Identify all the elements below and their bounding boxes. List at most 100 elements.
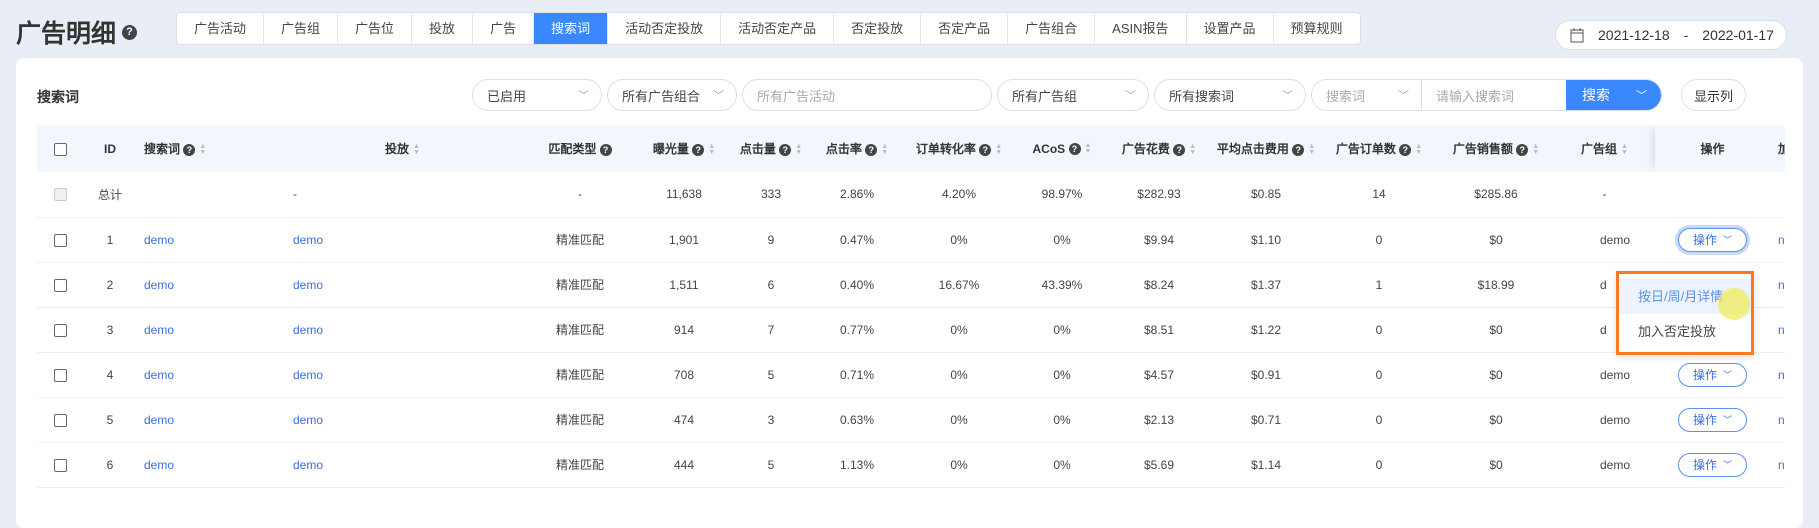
dropdown-item-0[interactable]: 按日/周/月详情 bbox=[1619, 279, 1751, 314]
header-ctr[interactable]: 点击率 ? ▲ ▼ bbox=[814, 125, 900, 172]
search-term-link[interactable]: demo bbox=[144, 457, 175, 472]
select-all-checkbox[interactable] bbox=[54, 142, 67, 156]
extra-link[interactable]: no bbox=[1778, 412, 1785, 427]
help-icon[interactable]: ? bbox=[1068, 143, 1081, 156]
row-checkbox[interactable] bbox=[54, 233, 67, 247]
status-select[interactable]: 已启用 ﹀ bbox=[472, 79, 602, 111]
extra-link[interactable]: no bbox=[1778, 457, 1785, 472]
targeting-link[interactable]: demo bbox=[293, 412, 324, 427]
targeting-link[interactable]: demo bbox=[293, 367, 324, 382]
help-icon[interactable]: ? bbox=[779, 143, 792, 156]
ad-group-select[interactable]: 所有广告组 ﹀ bbox=[997, 79, 1149, 111]
tab-2[interactable]: 广告位 bbox=[338, 13, 413, 44]
sort-icon[interactable]: ▲ ▼ bbox=[1084, 142, 1092, 156]
tab-8[interactable]: 否定投放 bbox=[834, 13, 922, 44]
targeting-link[interactable]: demo bbox=[293, 457, 324, 472]
actions-button[interactable]: 操作 ﹀ bbox=[1677, 407, 1748, 432]
help-icon[interactable]: ? bbox=[692, 143, 705, 156]
cell-text: 精准匹配 bbox=[555, 413, 604, 427]
tab-11[interactable]: ASIN报告 bbox=[1095, 13, 1187, 44]
header-impressions[interactable]: 曝光量 ? ▲ ▼ bbox=[640, 125, 728, 172]
cell-extra: no bbox=[1770, 352, 1785, 398]
search-terms-select[interactable]: 所有搜索词 ﹀ bbox=[1154, 79, 1306, 111]
extra-link[interactable]: no bbox=[1778, 367, 1785, 382]
tab-9[interactable]: 否定产品 bbox=[921, 13, 1009, 44]
search-term-link[interactable]: demo bbox=[144, 232, 175, 247]
tab-10[interactable]: 广告组合 bbox=[1008, 13, 1096, 44]
show-columns-button[interactable]: 显示列 bbox=[1681, 79, 1747, 111]
targeting-link[interactable]: demo bbox=[293, 232, 324, 247]
header-sales[interactable]: 广告销售额 ? ▲ ▼ bbox=[1438, 125, 1554, 172]
dropdown-item-1[interactable]: 加入否定投放 bbox=[1638, 324, 1717, 339]
header-ad_group[interactable]: 广告组 ▲ ▼ bbox=[1554, 125, 1655, 172]
cell-checkbox bbox=[37, 442, 84, 488]
row-checkbox[interactable] bbox=[54, 413, 67, 427]
cell-text: demo bbox=[1600, 367, 1631, 382]
extra-link[interactable]: no bbox=[1778, 232, 1785, 247]
search-input[interactable]: 请输入搜索词 bbox=[1436, 88, 1515, 104]
tab-3[interactable]: 投放 bbox=[412, 13, 474, 44]
tab-6[interactable]: 活动否定投放 bbox=[608, 13, 722, 44]
extra-link[interactable]: no bbox=[1778, 277, 1785, 292]
sort-icon[interactable]: ▲ ▼ bbox=[413, 142, 420, 156]
header-orders[interactable]: 广告订单数 ? ▲ ▼ bbox=[1320, 125, 1438, 172]
extra-link[interactable]: no bbox=[1778, 322, 1785, 337]
tab-0[interactable]: 广告活动 bbox=[177, 13, 265, 44]
cell-text: 6 bbox=[767, 277, 775, 292]
search-field-select[interactable]: 搜索词 ﹀ bbox=[1312, 80, 1422, 110]
header-cvr[interactable]: 订单转化率 ? ▲ ▼ bbox=[900, 125, 1018, 172]
help-icon[interactable]: ? bbox=[865, 143, 878, 156]
sort-icon[interactable]: ▲ ▼ bbox=[881, 142, 889, 156]
sort-icon[interactable]: ▲ ▼ bbox=[1308, 142, 1316, 156]
cell-sales: $285.86 bbox=[1438, 172, 1554, 218]
tab-12[interactable]: 设置产品 bbox=[1187, 13, 1274, 44]
search-button[interactable]: 搜索 ﹀ bbox=[1566, 80, 1661, 110]
sort-icon[interactable]: ▲ ▼ bbox=[1189, 142, 1197, 156]
help-icon[interactable]: ? bbox=[979, 143, 992, 156]
campaign-input[interactable]: 所有广告活动 bbox=[742, 79, 992, 111]
sort-icon[interactable]: ▲ ▼ bbox=[1415, 142, 1423, 156]
row-checkbox[interactable] bbox=[54, 323, 67, 337]
header-cpc[interactable]: 平均点击费用 ? ▲ ▼ bbox=[1212, 125, 1320, 172]
date-range-picker[interactable]: 2021-12-18 - 2022-01-17 bbox=[1555, 20, 1787, 50]
search-term-link[interactable]: demo bbox=[144, 412, 175, 427]
chevron-down-icon[interactable]: ﹀ bbox=[1636, 90, 1647, 102]
sort-icon[interactable]: ▲ ▼ bbox=[1532, 142, 1540, 156]
portfolio-select[interactable]: 所有广告组合 ﹀ bbox=[607, 79, 737, 111]
help-icon[interactable]: ? bbox=[599, 143, 612, 156]
actions-button[interactable]: 操作 ﹀ bbox=[1677, 452, 1748, 477]
search-term-link[interactable]: demo bbox=[144, 322, 175, 337]
sort-icon[interactable]: ▲ ▼ bbox=[1621, 142, 1628, 156]
sort-icon[interactable]: ▲ ▼ bbox=[995, 142, 1003, 156]
header-term[interactable]: 搜索词 ? ▲ ▼ bbox=[136, 125, 285, 172]
tab-5[interactable]: 搜索词 bbox=[534, 13, 609, 44]
tab-7[interactable]: 活动否定产品 bbox=[721, 13, 835, 44]
row-checkbox[interactable] bbox=[54, 368, 67, 382]
header-clicks[interactable]: 点击量 ? ▲ ▼ bbox=[728, 125, 814, 172]
row-checkbox[interactable] bbox=[54, 278, 67, 292]
tab-1[interactable]: 广告组 bbox=[264, 13, 339, 44]
search-term-link[interactable]: demo bbox=[144, 277, 175, 292]
sort-icon[interactable]: ▲ ▼ bbox=[795, 142, 803, 156]
help-icon[interactable]: ? bbox=[1399, 143, 1412, 156]
row-checkbox[interactable] bbox=[54, 458, 67, 472]
targeting-link[interactable]: demo bbox=[293, 322, 324, 337]
sort-icon[interactable]: ▲ ▼ bbox=[199, 142, 207, 156]
filter-bar: 已启用 ﹀ 所有广告组合 ﹀ 所有广告活动 所有广告组 ﹀ 所有搜索词 ﹀ 搜索词 ﹀ 请… bbox=[472, 79, 1747, 111]
help-icon[interactable]: ? bbox=[1173, 143, 1186, 156]
help-icon[interactable]: ? bbox=[1516, 143, 1529, 156]
help-icon[interactable]: ? bbox=[122, 24, 138, 40]
search-term-link[interactable]: demo bbox=[144, 367, 175, 382]
tab-4[interactable]: 广告 bbox=[473, 13, 535, 44]
header-targeting[interactable]: 投放 ▲ ▼ bbox=[285, 125, 520, 172]
sort-icon[interactable]: ▲ ▼ bbox=[708, 142, 716, 156]
help-icon[interactable]: ? bbox=[183, 143, 196, 156]
actions-button[interactable]: 操作 ﹀ bbox=[1677, 362, 1748, 387]
header-spend[interactable]: 广告花费 ? ▲ ▼ bbox=[1106, 125, 1212, 172]
header-acos[interactable]: ACoS ? ▲ ▼ bbox=[1018, 125, 1106, 172]
cell-spend: $4.57 bbox=[1106, 352, 1212, 398]
targeting-link[interactable]: demo bbox=[293, 277, 324, 292]
tab-13[interactable]: 预算规则 bbox=[1290, 21, 1343, 36]
actions-button[interactable]: 操作 ﹀ bbox=[1677, 227, 1748, 252]
help-icon[interactable]: ? bbox=[1292, 143, 1305, 156]
